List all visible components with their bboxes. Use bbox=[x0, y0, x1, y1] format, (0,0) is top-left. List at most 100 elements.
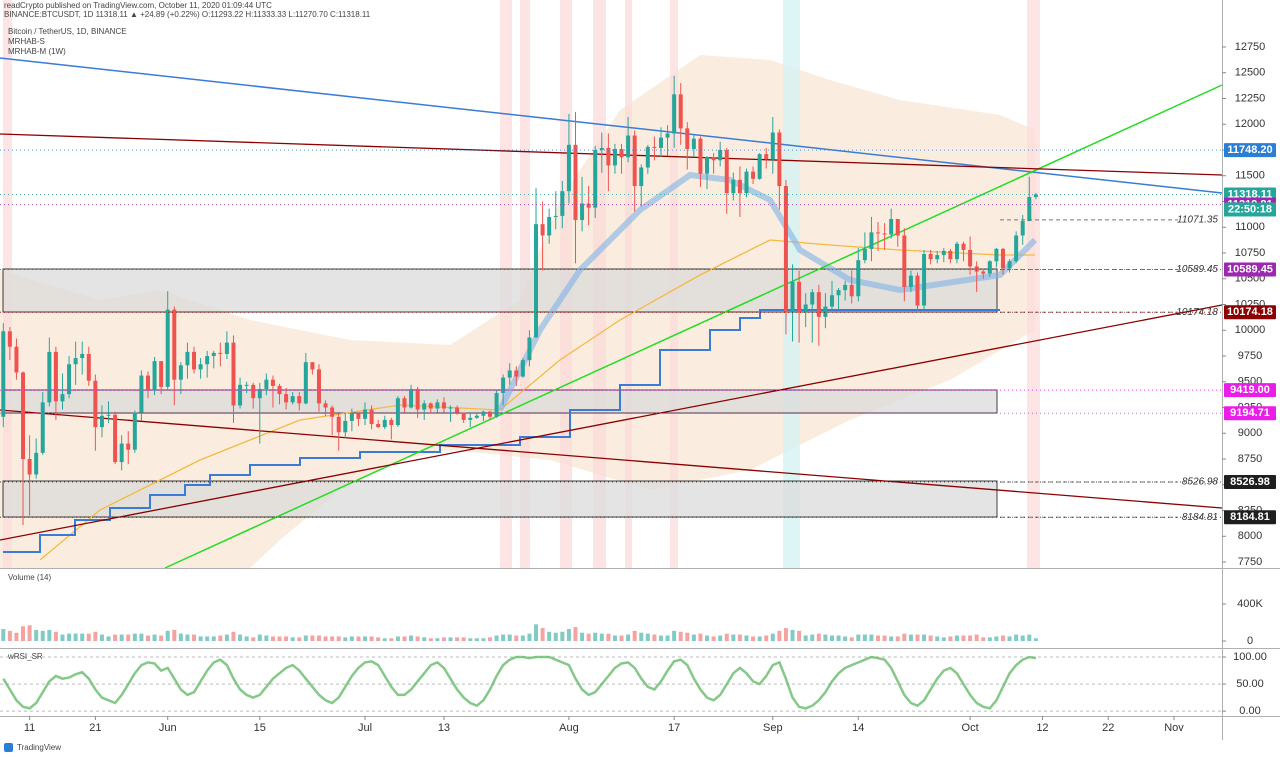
candle-body bbox=[672, 94, 677, 134]
volume-bar bbox=[869, 634, 874, 642]
candle-body bbox=[132, 412, 137, 450]
volume-bar bbox=[40, 630, 45, 642]
volume-bar bbox=[244, 636, 249, 642]
volume-bar bbox=[974, 634, 979, 642]
price-label-bg bbox=[1224, 262, 1276, 277]
candle-body bbox=[698, 138, 703, 174]
candle-body bbox=[343, 420, 348, 433]
candle-body bbox=[382, 419, 387, 428]
volume-bar bbox=[829, 635, 834, 642]
volume-bar bbox=[573, 627, 578, 642]
volume-bar bbox=[93, 631, 98, 642]
volume-bar bbox=[639, 632, 644, 642]
volume-bar bbox=[895, 636, 900, 642]
candle-body bbox=[238, 384, 243, 406]
volume-bar bbox=[836, 635, 841, 642]
candle-body bbox=[803, 304, 808, 313]
volume-bar bbox=[928, 635, 933, 642]
candle-body bbox=[836, 290, 841, 296]
volume-bar bbox=[211, 636, 216, 642]
volume-bar bbox=[954, 635, 959, 642]
candle-body bbox=[954, 243, 959, 260]
y-tick-label: 8750 bbox=[1238, 453, 1262, 465]
volume-bar bbox=[698, 633, 703, 642]
candle-body bbox=[455, 407, 460, 413]
volume-bar bbox=[297, 637, 302, 642]
x-tick-label: 12 bbox=[1036, 722, 1048, 734]
candle-body bbox=[987, 261, 992, 274]
candle-body bbox=[816, 292, 821, 317]
price-label: 10589.45 bbox=[1227, 263, 1273, 275]
y-tick-label: 50.00 bbox=[1236, 678, 1264, 690]
trend-line bbox=[0, 409, 1223, 509]
pane-title: wRSI_SR bbox=[7, 652, 43, 661]
candle-body bbox=[99, 415, 104, 428]
volume-bar bbox=[777, 630, 782, 642]
y-tick-label: 11000 bbox=[1235, 221, 1265, 233]
trend-line bbox=[164, 84, 1223, 569]
candle-body bbox=[192, 351, 197, 370]
candle-body bbox=[770, 132, 775, 160]
price-label: 11748.20 bbox=[1227, 144, 1272, 156]
candle-body bbox=[534, 224, 539, 338]
y-tick-label: 12000 bbox=[1235, 118, 1266, 130]
x-tick-label: Jul bbox=[358, 722, 372, 734]
candle-body bbox=[198, 364, 203, 370]
candle-body bbox=[1, 331, 6, 417]
candle-body bbox=[145, 375, 150, 390]
price-label-bg bbox=[1224, 474, 1276, 489]
volume-bar bbox=[593, 632, 598, 642]
volume-bar bbox=[487, 637, 492, 642]
y-tick-label: 9750 bbox=[1238, 350, 1262, 362]
candle-body bbox=[185, 351, 190, 366]
y-tick-label: 12750 bbox=[1235, 41, 1266, 53]
level-note: 11071.35 bbox=[1177, 215, 1218, 226]
volume-bar bbox=[987, 637, 992, 642]
x-tick-label: 14 bbox=[852, 722, 864, 734]
candle-body bbox=[21, 372, 26, 460]
volume-bar bbox=[60, 634, 65, 642]
candle-body bbox=[915, 275, 920, 306]
volume-bar bbox=[757, 636, 762, 642]
volume-bar bbox=[277, 636, 282, 642]
volume-bar bbox=[810, 634, 815, 642]
volume-bar bbox=[47, 629, 52, 642]
candle-body bbox=[566, 144, 571, 192]
candle-body bbox=[395, 398, 400, 426]
candle-body bbox=[586, 203, 591, 208]
marks bbox=[0, 46, 1226, 720]
candle-body bbox=[7, 331, 12, 347]
volume-bar bbox=[363, 636, 368, 642]
candle-body bbox=[908, 275, 913, 287]
volume-bar bbox=[448, 637, 453, 642]
candle-body bbox=[80, 353, 85, 359]
candle-body bbox=[14, 346, 19, 373]
volume-bar bbox=[159, 635, 164, 642]
candle-body bbox=[376, 423, 381, 428]
y-tick-label: 100.00 bbox=[1233, 651, 1267, 663]
volume-bar bbox=[862, 634, 867, 642]
volume-bar bbox=[1033, 638, 1038, 642]
volume-bar bbox=[73, 633, 78, 642]
volume-bar bbox=[645, 633, 650, 642]
candle-body bbox=[935, 255, 940, 260]
candle-body bbox=[402, 398, 407, 408]
volume-bar bbox=[783, 628, 788, 642]
candle-body bbox=[777, 132, 782, 187]
candle-body bbox=[691, 138, 696, 149]
candle-body bbox=[270, 379, 275, 386]
candle-body bbox=[751, 171, 756, 179]
volume-bar bbox=[99, 634, 104, 642]
candle-body bbox=[494, 393, 499, 417]
level-note: 10589.45 bbox=[1176, 264, 1218, 275]
candle-body bbox=[902, 235, 907, 287]
candle-body bbox=[441, 402, 446, 409]
candle-body bbox=[93, 380, 98, 428]
candle-body bbox=[994, 248, 999, 262]
volume-bar bbox=[395, 636, 400, 642]
price-label: 8184.81 bbox=[1230, 511, 1270, 523]
volume-bar bbox=[205, 636, 210, 642]
pane-title: Volume (14) bbox=[8, 573, 51, 582]
candle-body bbox=[389, 419, 394, 426]
volume-bar bbox=[113, 634, 118, 642]
